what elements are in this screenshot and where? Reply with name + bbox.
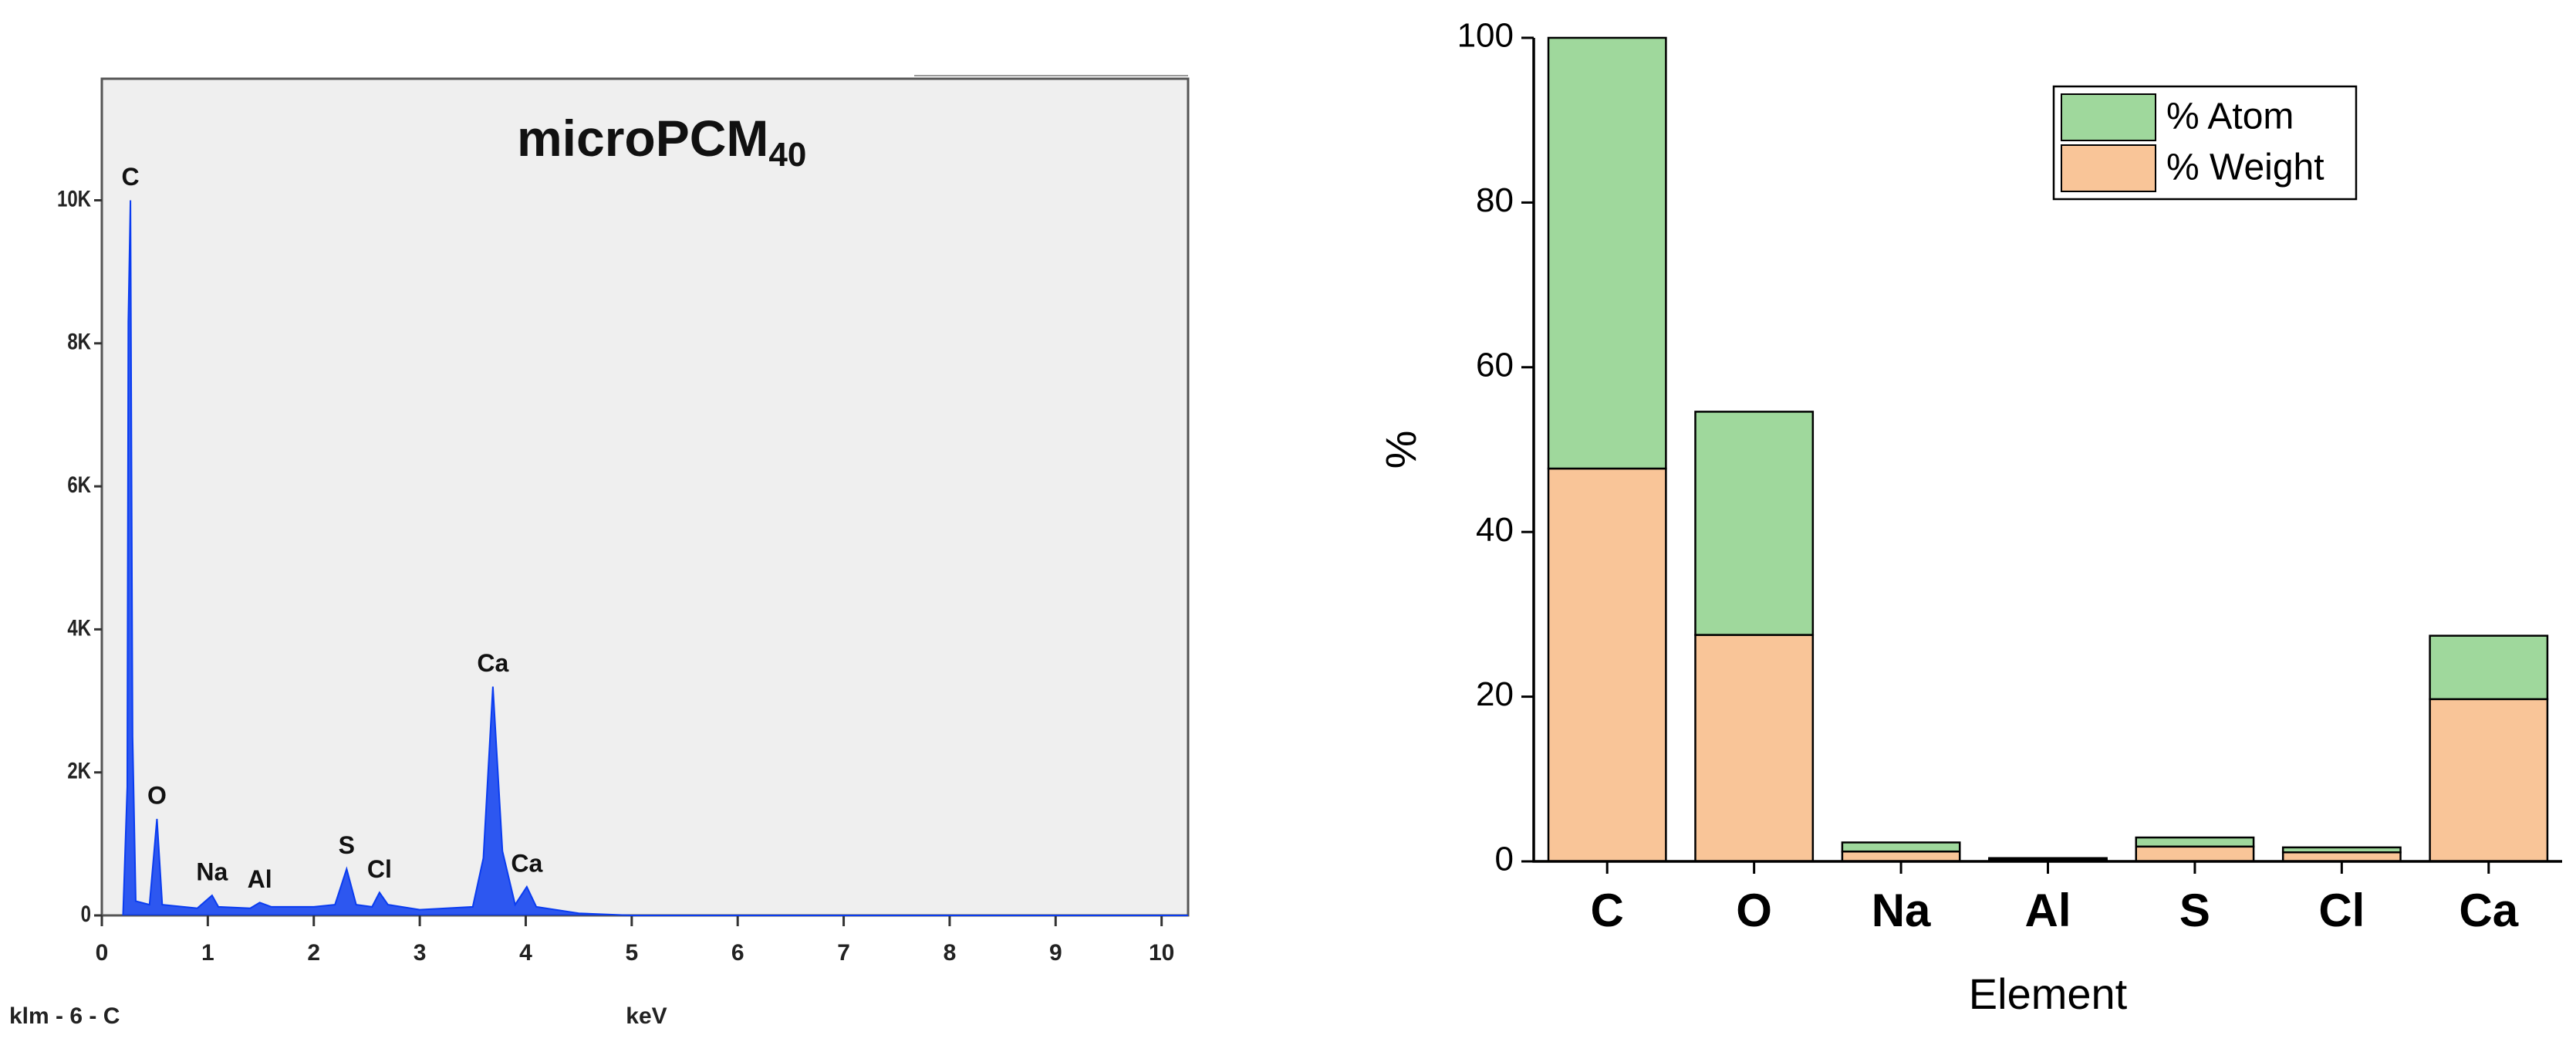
bar-segment	[2429, 634, 2549, 701]
bar-segment	[1694, 634, 1815, 863]
bar-segment	[1694, 411, 1815, 636]
legend-label: % Atom	[2166, 96, 2294, 137]
legend-label: % Weight	[2166, 147, 2324, 188]
x-tick-label: 8	[944, 940, 957, 966]
x-axis-label: Element	[1969, 969, 2128, 1018]
peak-label: Cl	[367, 855, 392, 883]
axes	[1532, 38, 2562, 863]
bar-segment	[1841, 841, 1961, 853]
peak-label: O	[147, 781, 167, 809]
chart-title: microPCM40	[517, 110, 806, 173]
y-tick-label: 4K	[67, 614, 91, 641]
peak-label: Ca	[511, 849, 542, 877]
x-tick-label: 7	[837, 940, 850, 966]
title-subscript: 40	[768, 136, 806, 174]
x-tick-label: Ca	[2459, 885, 2518, 936]
peak-label: Ca	[477, 649, 508, 677]
y-tick-label: 10K	[57, 185, 91, 211]
x-tick-label: C	[1591, 885, 1624, 936]
bar-segment	[2281, 846, 2402, 854]
x-tick-label: Cl	[2318, 885, 2365, 936]
x-tick-label: 10	[1149, 940, 1174, 966]
x-tick-label: 0	[96, 940, 109, 966]
y-tick-label: 40	[1476, 511, 1514, 549]
bar-segment	[1988, 857, 2108, 861]
y-axis-label: %	[1376, 431, 1425, 469]
x-tick-label: Na	[1872, 885, 1931, 936]
y-tick-label: 0	[1495, 841, 1514, 878]
x-tick-label: 3	[414, 940, 427, 966]
x-tick-label: 6	[731, 940, 744, 966]
y-tick-label: 80	[1476, 181, 1514, 219]
title-main: microPCM	[517, 110, 768, 167]
y-tick-label: 6K	[67, 471, 91, 497]
bar-segment	[2135, 836, 2255, 848]
peak-label: Al	[248, 865, 272, 893]
bar-segment	[1547, 36, 1667, 470]
y-tick-label: 100	[1457, 17, 1514, 55]
legend-swatch	[2061, 144, 2156, 192]
bar-segment	[2135, 845, 2255, 863]
y-tick-label: 0	[81, 900, 91, 926]
x-tick-label: S	[2179, 885, 2210, 936]
x-tick-label: Al	[2025, 885, 2071, 936]
x-tick-label: 4	[519, 940, 532, 966]
x-tick-label: 9	[1049, 940, 1062, 966]
peak-label: Na	[196, 858, 228, 886]
y-tick-label: 8K	[67, 328, 91, 354]
y-tick-label: 2K	[67, 757, 91, 783]
x-tick-label: 1	[201, 940, 214, 966]
bar-segment	[2281, 851, 2402, 863]
peak-label: C	[122, 163, 140, 191]
x-axis-label: keV	[626, 1003, 667, 1029]
plot-background	[100, 77, 1190, 917]
bar-segment	[1841, 850, 1961, 863]
bar-segment	[1547, 467, 1667, 863]
x-tick-label: 2	[307, 940, 320, 966]
spectrum	[122, 200, 1188, 916]
x-tick-label: 5	[625, 940, 638, 966]
peak-label: S	[339, 831, 355, 859]
bar-segment	[2429, 698, 2549, 863]
caption: klm - 6 - C	[9, 1003, 120, 1029]
y-tick-label: 60	[1476, 346, 1514, 384]
x-tick-label: O	[1736, 885, 1772, 936]
legend-swatch	[2061, 93, 2156, 141]
y-tick-label: 20	[1476, 675, 1514, 713]
